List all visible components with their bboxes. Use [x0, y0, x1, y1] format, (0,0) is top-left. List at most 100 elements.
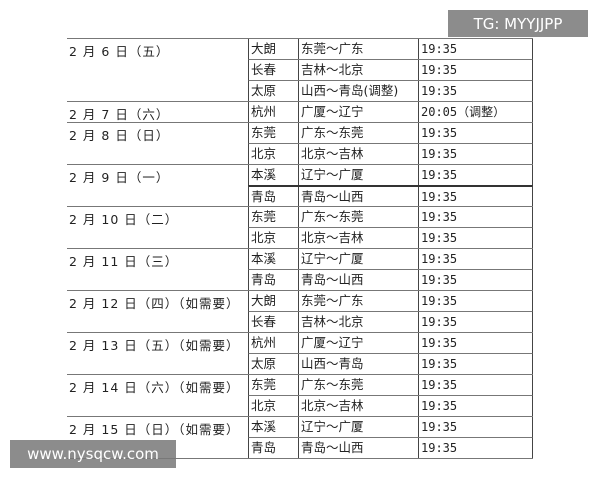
date-cell: 2 月 10 日（二） [69, 212, 179, 227]
table-row: 长春 吉林～北京 19:35 [248, 311, 533, 332]
city-cell: 北京 [249, 396, 299, 416]
city-cell: 本溪 [249, 165, 299, 185]
date-group: 2 月 14 日（六）（如需要） 东莞 广东～东莞 19:35 北京 北京～吉林 19:35 [67, 374, 533, 416]
date-cell: 2 月 15 日（日）（如需要） [69, 422, 240, 437]
time-cell: 19:35 [421, 441, 458, 455]
match-cell: 广厦～辽宁 [299, 102, 419, 122]
date-group: 2 月 9 日（一） 本溪 辽宁～广厦 19:35 青岛 青岛～山西 19:35 [67, 164, 533, 206]
city-cell: 长春 [249, 60, 299, 80]
table-row: 本溪 辽宁～广厦 19:35 [248, 417, 533, 437]
time-cell: 19:35 [421, 315, 458, 329]
time-cell: 19:35 [421, 168, 458, 182]
table-row: 北京 北京～吉林 19:35 [248, 227, 533, 248]
match-cell: 青岛～山西 [299, 270, 419, 290]
match-cell: 东莞～广东 [299, 291, 419, 311]
city-cell: 太原 [249, 354, 299, 374]
date-group: 2 月 8 日（日） 东莞 广东～东莞 19:35 北京 北京～吉林 19:35 [67, 122, 533, 164]
date-cell: 2 月 8 日（日） [69, 128, 170, 143]
city-cell: 东莞 [249, 375, 299, 395]
match-cell: 东莞～广东 [299, 39, 419, 59]
table-row: 长春 吉林～北京 19:35 [248, 59, 533, 80]
table-row: 东莞 广东～东莞 19:35 [248, 123, 533, 143]
date-group: 2 月 11 日（三） 本溪 辽宁～广厦 19:35 青岛 青岛～山西 19:35 [67, 248, 533, 290]
date-group: 2 月 15 日（日）（如需要） 本溪 辽宁～广厦 19:35 青岛 青岛～山西 19:35 [67, 416, 533, 459]
watermark-bottom-left: www.nysqcw.com [10, 440, 176, 468]
time-cell: 19:35 [421, 63, 458, 77]
time-cell: 19:35 [421, 147, 458, 161]
city-cell: 本溪 [249, 249, 299, 269]
table-row: 北京 北京～吉林 19:35 [248, 143, 533, 164]
city-cell: 北京 [249, 228, 299, 248]
city-cell: 东莞 [249, 123, 299, 143]
city-cell: 青岛 [249, 438, 299, 458]
table-row: 东莞 广东～东莞 19:35 [248, 375, 533, 395]
table-row: 太原 山西～青岛(调整) 19:35 [248, 80, 533, 101]
match-cell: 北京～吉林 [299, 228, 419, 248]
watermark-top-right: TG: MYYJJPP [448, 10, 588, 37]
match-cell: 北京～吉林 [299, 396, 419, 416]
match-cell: 吉林～北京 [299, 312, 419, 332]
date-cell: 2 月 7 日（六） [69, 107, 170, 122]
date-group: 2 月 13 日（五）（如需要） 杭州 广厦～辽宁 19:35 太原 山西～青岛 19:35 [67, 332, 533, 374]
date-group: 2 月 12 日（四）（如需要） 大朗 东莞～广东 19:35 长春 吉林～北京 19:35 [67, 290, 533, 332]
city-cell: 长春 [249, 312, 299, 332]
table-row: 青岛 青岛～山西 19:35 [248, 269, 533, 290]
time-cell: 19:35 [421, 273, 458, 287]
city-cell: 大朗 [249, 39, 299, 59]
match-cell: 辽宁～广厦 [299, 165, 419, 185]
time-cell: 19:35 [421, 336, 458, 350]
date-group: 2 月 6 日（五） 大朗 东莞～广东 19:35 长春 吉林～北京 19:35 太原 山西～青… [67, 38, 533, 101]
table-row: 大朗 东莞～广东 19:35 [248, 291, 533, 311]
match-cell: 广东～东莞 [299, 207, 419, 227]
city-cell: 杭州 [249, 333, 299, 353]
time-cell: 19:35 [421, 210, 458, 224]
match-cell: 青岛～山西 [299, 187, 419, 206]
table-row: 杭州 广厦～辽宁 20:05（调整） [248, 102, 533, 122]
date-cell: 2 月 6 日（五） [69, 44, 170, 59]
table-row: 太原 山西～青岛 19:35 [248, 353, 533, 374]
time-cell: 19:35 [421, 294, 458, 308]
time-cell: 19:35 [421, 378, 458, 392]
table-row: 杭州 广厦～辽宁 19:35 [248, 333, 533, 353]
table-row: 本溪 辽宁～广厦 19:35 [248, 249, 533, 269]
time-cell: 20:05（调整） [421, 105, 506, 119]
date-group: 2 月 10 日（二） 东莞 广东～东莞 19:35 北京 北京～吉林 19:35 [67, 206, 533, 248]
city-cell: 本溪 [249, 417, 299, 437]
date-group: 2 月 7 日（六） 杭州 广厦～辽宁 20:05（调整） [67, 101, 533, 122]
city-cell: 太原 [249, 81, 299, 101]
match-cell: 山西～青岛(调整) [299, 81, 419, 101]
date-cell: 2 月 11 日（三） [69, 254, 179, 269]
city-cell: 青岛 [249, 187, 299, 206]
match-cell: 辽宁～广厦 [299, 417, 419, 437]
time-cell: 19:35 [421, 84, 458, 98]
table-row: 大朗 东莞～广东 19:35 [248, 39, 533, 59]
match-cell: 山西～青岛 [299, 354, 419, 374]
match-cell: 广厦～辽宁 [299, 333, 419, 353]
city-cell: 北京 [249, 144, 299, 164]
city-cell: 杭州 [249, 102, 299, 122]
match-cell: 广东～东莞 [299, 123, 419, 143]
time-cell: 19:35 [421, 190, 458, 204]
city-cell: 东莞 [249, 207, 299, 227]
table-row: 青岛 青岛～山西 19:35 [248, 437, 533, 458]
match-cell: 青岛～山西 [299, 438, 419, 458]
schedule-table: 2 月 6 日（五） 大朗 东莞～广东 19:35 长春 吉林～北京 19:35 太原 山西～青… [67, 38, 533, 459]
table-row: 本溪 辽宁～广厦 19:35 [248, 165, 533, 185]
time-cell: 19:35 [421, 420, 458, 434]
time-cell: 19:35 [421, 399, 458, 413]
match-cell: 吉林～北京 [299, 60, 419, 80]
date-cell: 2 月 9 日（一） [69, 170, 170, 185]
city-cell: 青岛 [249, 270, 299, 290]
match-cell: 辽宁～广厦 [299, 249, 419, 269]
time-cell: 19:35 [421, 357, 458, 371]
time-cell: 19:35 [421, 231, 458, 245]
date-cell: 2 月 12 日（四）（如需要） [69, 296, 240, 311]
city-cell: 大朗 [249, 291, 299, 311]
time-cell: 19:35 [421, 42, 458, 56]
date-cell: 2 月 14 日（六）（如需要） [69, 380, 240, 395]
match-cell: 北京～吉林 [299, 144, 419, 164]
time-cell: 19:35 [421, 252, 458, 266]
table-row: 北京 北京～吉林 19:35 [248, 395, 533, 416]
table-row: 青岛 青岛～山西 19:35 [248, 185, 533, 206]
time-cell: 19:35 [421, 126, 458, 140]
